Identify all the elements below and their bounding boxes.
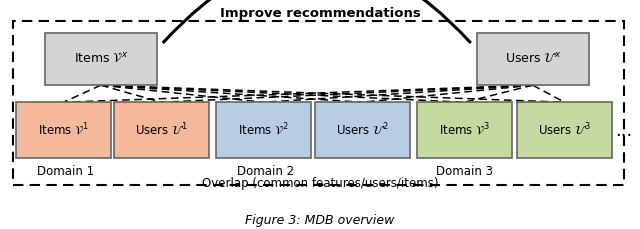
FancyBboxPatch shape — [216, 102, 311, 158]
Text: Users $\mathcal{U}^2$: Users $\mathcal{U}^2$ — [336, 122, 388, 138]
Text: Items $\mathcal{V}^3$: Items $\mathcal{V}^3$ — [439, 122, 490, 138]
Text: Domain 1: Domain 1 — [36, 165, 94, 178]
Text: Figure 3: MDB overview: Figure 3: MDB overview — [245, 214, 395, 227]
Text: Improve recommendations: Improve recommendations — [220, 7, 420, 20]
FancyBboxPatch shape — [417, 102, 512, 158]
FancyBboxPatch shape — [13, 21, 624, 185]
FancyBboxPatch shape — [114, 102, 209, 158]
Text: Users $\mathcal{U}^x$: Users $\mathcal{U}^x$ — [504, 52, 561, 66]
Text: Users $\mathcal{U}^3$: Users $\mathcal{U}^3$ — [538, 122, 591, 138]
Text: Domain 2: Domain 2 — [237, 165, 294, 178]
FancyBboxPatch shape — [517, 102, 612, 158]
FancyBboxPatch shape — [477, 33, 589, 85]
FancyBboxPatch shape — [16, 102, 111, 158]
FancyBboxPatch shape — [45, 33, 157, 85]
FancyBboxPatch shape — [315, 102, 410, 158]
FancyArrowPatch shape — [164, 0, 470, 42]
Text: Overlap (common features/users/items): Overlap (common features/users/items) — [202, 177, 438, 190]
Text: Domain 3: Domain 3 — [436, 165, 493, 178]
Text: Items $\mathcal{V}^1$: Items $\mathcal{V}^1$ — [38, 122, 89, 138]
Text: Items $\mathcal{V}^x$: Items $\mathcal{V}^x$ — [74, 52, 128, 66]
Text: ...: ... — [616, 122, 632, 140]
Text: Items $\mathcal{V}^2$: Items $\mathcal{V}^2$ — [238, 122, 289, 138]
Text: Users $\mathcal{U}^1$: Users $\mathcal{U}^1$ — [135, 122, 188, 138]
